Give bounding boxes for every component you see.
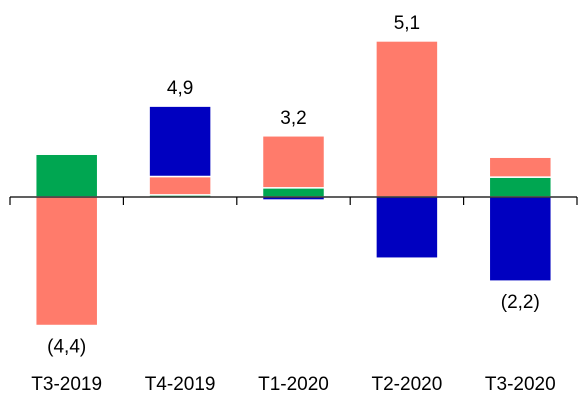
x-tick-label: T2-2020 xyxy=(372,374,443,395)
bar-segment xyxy=(488,196,553,282)
bar-segment xyxy=(375,196,439,259)
bar-segment xyxy=(34,196,99,327)
bar-segment xyxy=(34,151,99,155)
x-tick-label: T4-2019 xyxy=(145,374,216,395)
bar-segment xyxy=(375,40,439,198)
data-label: 4,9 xyxy=(167,78,193,99)
x-tick-label: T3-2019 xyxy=(31,374,102,395)
x-tick-label: T3-2020 xyxy=(485,374,556,395)
bar-segment xyxy=(488,176,553,198)
bar-segment xyxy=(261,187,326,198)
data-label: (2,2) xyxy=(501,292,540,313)
bar-segment xyxy=(148,105,212,178)
bar-segment xyxy=(488,156,553,178)
data-label: 3,2 xyxy=(280,108,306,129)
data-label: (4,4) xyxy=(47,337,86,358)
bar-segment xyxy=(148,175,212,196)
data-label: 5,1 xyxy=(394,13,420,34)
bar-segment xyxy=(34,153,99,198)
bar-segment xyxy=(261,135,326,189)
x-tick-label: T1-2020 xyxy=(258,374,329,395)
